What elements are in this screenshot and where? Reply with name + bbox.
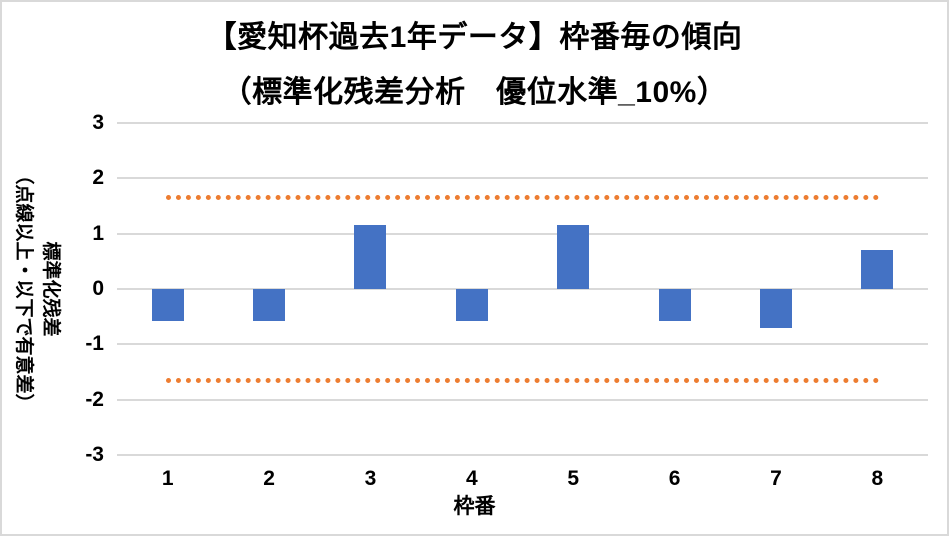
- gridline-y-2: [117, 177, 928, 180]
- y-tick-label--3: -3: [85, 443, 104, 466]
- x-tick-label-2: 2: [263, 467, 275, 490]
- bar-frame-2: [253, 289, 286, 322]
- bar-frame-1: [151, 289, 184, 322]
- x-tick-label-3: 3: [364, 467, 377, 490]
- y-tick-label-3: 3: [92, 111, 104, 134]
- y-tick-label--2: -2: [85, 387, 104, 411]
- x-tick-label-8: 8: [871, 467, 884, 490]
- plot-area: [117, 122, 928, 456]
- y-tick-label-2: 2: [92, 166, 104, 190]
- bar-frame-3: [354, 225, 387, 289]
- gridline-y--3: [117, 454, 928, 456]
- x-axis-title: 枠番: [453, 495, 496, 518]
- gridline-y-0: [117, 288, 928, 290]
- gridline-y--2: [117, 398, 928, 401]
- gridline-y-3: [117, 122, 928, 124]
- x-tick-label-5: 5: [567, 467, 580, 490]
- y-tick-label-0: 0: [92, 277, 104, 300]
- bar-frame-8: [861, 249, 894, 289]
- gridline-y-1: [117, 232, 928, 235]
- x-tick-label-7: 7: [770, 467, 782, 490]
- x-tick-label-6: 6: [668, 467, 681, 490]
- bar-frame-7: [759, 289, 792, 328]
- gridline-y--1: [117, 343, 928, 346]
- bar-frame-6: [658, 289, 691, 322]
- x-tick-label-1: 1: [161, 467, 174, 490]
- y-tick-label-1: 1: [92, 221, 104, 245]
- y-tick-label--1: -1: [85, 332, 104, 356]
- chart-title-block: 【愛知杯過去1年データ】枠番毎の傾向 （標準化残差分析 優位水準_10%）: [2, 10, 947, 120]
- upper-threshold-line: [165, 195, 880, 201]
- lower-threshold-line: [165, 377, 880, 383]
- bar-frame-5: [557, 225, 590, 289]
- x-tick-label-4: 4: [465, 467, 478, 490]
- chart-subtitle: （標準化残差分析 優位水準_10%）: [221, 76, 728, 109]
- chart-title: 【愛知杯過去1年データ】枠番毎の傾向: [206, 21, 743, 54]
- bar-frame-4: [455, 289, 488, 322]
